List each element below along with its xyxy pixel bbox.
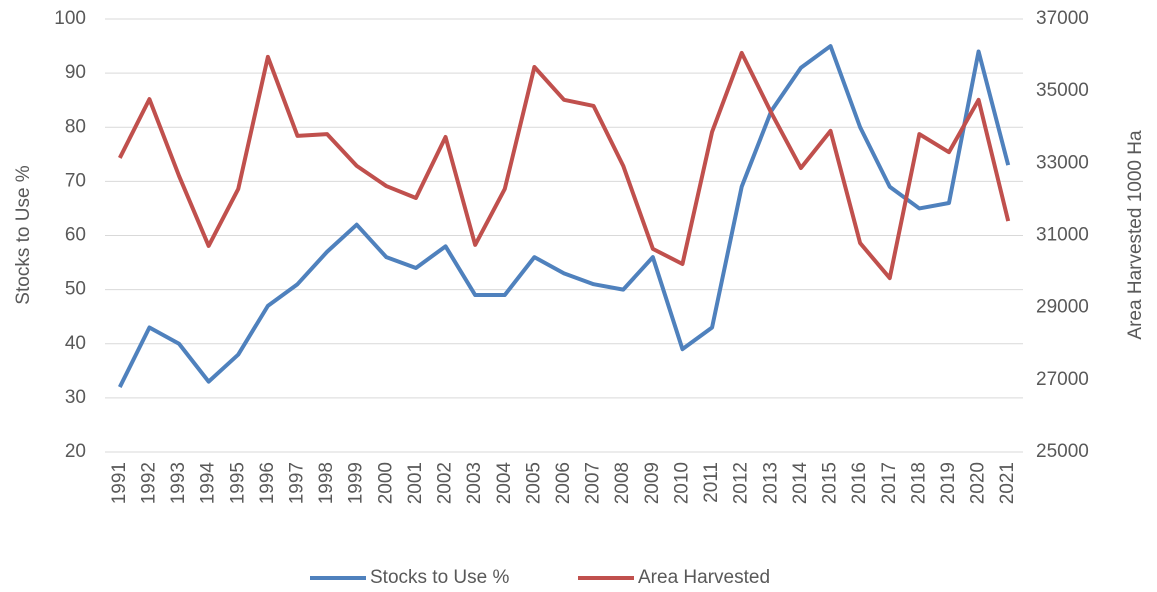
x-tick-label: 2020 [968,462,989,504]
x-tick-label: 2007 [583,462,604,504]
x-tick-label: 2016 [849,462,870,504]
x-tick-label: 2018 [908,462,929,504]
legend-label: Area Harvested [638,567,770,588]
x-tick-label: 2000 [375,462,396,504]
x-tick-label: 2017 [879,462,900,504]
y2-tick-label: 25000 [1036,441,1089,462]
x-tick-label: 2003 [464,462,485,504]
y2-tick-label: 27000 [1036,369,1089,390]
x-tick-label: 2009 [642,462,663,504]
x-tick-label: 2008 [612,462,633,504]
y-tick-label: 90 [65,62,86,83]
x-tick-label: 1993 [168,462,189,504]
x-tick-label: 2005 [523,462,544,504]
x-tick-label: 2021 [997,462,1018,504]
x-tick-label: 2004 [494,462,515,505]
x-tick-label: 1997 [286,462,307,504]
y-tick-label: 70 [65,170,86,191]
y2-tick-label: 35000 [1036,80,1089,101]
x-tick-label: 1994 [198,462,219,505]
y2-tick-label: 31000 [1036,225,1089,246]
x-tick-label: 1995 [227,462,248,504]
x-tick-label: 1991 [109,462,130,504]
y-tick-label: 60 [65,225,86,246]
x-tick-label: 2002 [435,462,456,504]
x-tick-label: 2012 [731,462,752,504]
x-tick-label: 2013 [760,462,781,504]
y-tick-label: 100 [54,8,86,29]
y2-tick-label: 33000 [1036,152,1089,173]
x-tick-label: 1998 [316,462,337,504]
x-tick-label: 2011 [701,462,722,503]
y2-tick-label: 37000 [1036,8,1089,29]
series-line [118,50,1011,281]
x-tick-label: 2015 [820,462,841,504]
x-tick-label: 2019 [938,462,959,504]
x-tick-label: 2006 [553,462,574,504]
x-tick-label: 2010 [671,462,692,504]
y2-tick-label: 29000 [1036,297,1089,318]
x-tick-label: 1992 [138,462,159,504]
y2-axis-title: Area Harvested 1000 Ha [1125,130,1146,340]
y-tick-label: 80 [65,116,86,137]
y-tick-label: 50 [65,279,86,300]
y-axis-title: Stocks to Use % [13,165,34,304]
y-tick-label: 30 [65,387,86,408]
x-tick-label: 2014 [790,462,811,505]
y-tick-label: 20 [65,441,86,462]
x-tick-label: 2001 [405,462,426,504]
series-line [118,44,1011,388]
legend-label: Stocks to Use % [370,567,509,588]
y-tick-label: 40 [65,333,86,354]
x-tick-label: 1999 [346,462,367,504]
x-tick-label: 1996 [257,462,278,504]
